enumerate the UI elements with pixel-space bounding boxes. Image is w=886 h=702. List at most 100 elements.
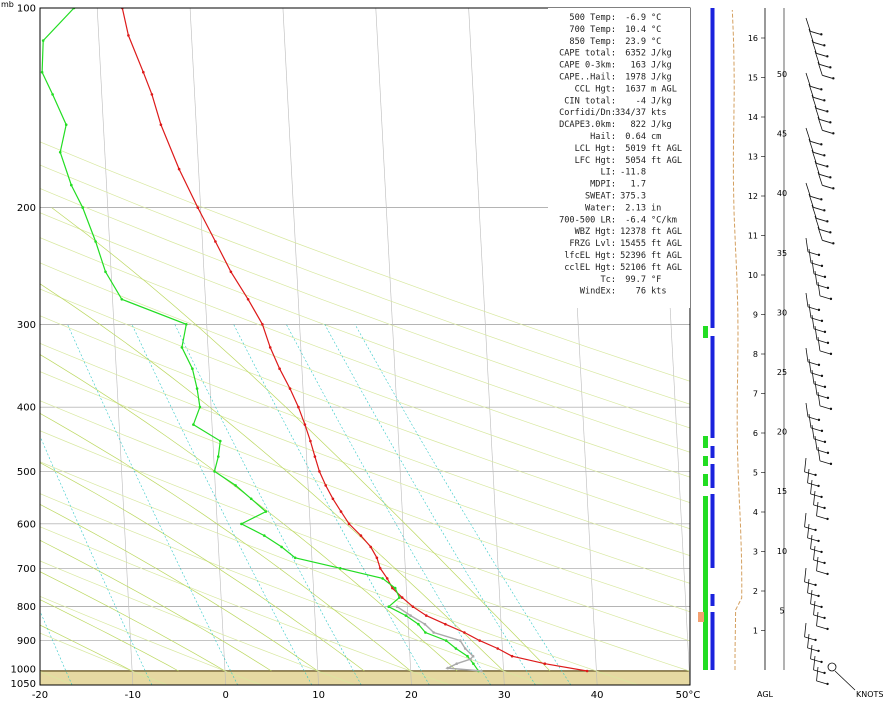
height-tick-label: 15 <box>748 74 758 83</box>
height-tick-label: 3 <box>753 548 758 557</box>
wind-barb-flag <box>816 107 827 112</box>
wind-barb-dot <box>832 132 835 135</box>
wind-barb-dot <box>823 561 826 565</box>
x-tick-label: 50°C <box>676 690 701 701</box>
wind-barb-dot <box>829 407 833 411</box>
wind-barb-dot <box>814 583 817 587</box>
wind-barb-dot <box>823 671 826 675</box>
wind-barb <box>814 435 818 450</box>
dewpoint-point <box>198 405 202 409</box>
wind-barb <box>810 479 813 494</box>
wind-barb <box>813 600 816 615</box>
moist-adiabat <box>40 462 365 672</box>
wind-barb-dot <box>820 495 823 499</box>
wind-barb-dot <box>817 308 821 312</box>
wind-barb-flag <box>816 217 827 222</box>
dry-adiabat <box>40 430 690 672</box>
temperature-point <box>347 522 351 526</box>
parameter-value: 1637 <box>625 84 646 94</box>
wind-tick-label: 10 <box>777 547 787 556</box>
wind-tick-label: 30 <box>777 308 787 317</box>
temperature-point <box>303 423 307 426</box>
moist-adiabat <box>40 412 411 672</box>
y-tick-label: 100 <box>17 4 36 15</box>
wind-barb <box>816 666 819 681</box>
parameter-unit: J/kg <box>651 61 672 71</box>
plot-frame <box>39 7 691 686</box>
wind-barb <box>814 270 818 285</box>
height-tick-label: 11 <box>748 232 758 241</box>
series-layer <box>40 8 589 673</box>
parameter-value: -6.9 <box>625 13 646 23</box>
wind-barb-dot <box>817 539 820 543</box>
wetbulb-point <box>409 614 412 617</box>
wind-barb-dot <box>826 682 829 686</box>
dewpoint-point <box>249 497 253 501</box>
dewpoint-point <box>466 654 469 658</box>
wind-barb-dot <box>826 627 829 631</box>
wind-tick-label: 25 <box>777 368 787 377</box>
parameter-unit: ft AGL <box>651 144 682 154</box>
wind-barb <box>804 512 807 527</box>
wind-barb-dot <box>820 319 824 323</box>
dewpoint-point <box>387 605 391 608</box>
wind-barb-dot <box>820 198 823 201</box>
wind-barb-flag <box>819 173 830 178</box>
dry-adiabat <box>40 560 356 685</box>
wetbulb-point <box>469 657 472 661</box>
wind-barb-dot <box>826 396 830 400</box>
parameter-unit: °C/km <box>651 215 677 225</box>
y-tick-label: 800 <box>17 602 36 613</box>
wind-barb-flag <box>819 63 830 68</box>
wind-barb-dot <box>823 506 826 510</box>
parameter-unit: °C <box>651 13 661 23</box>
dewpoint-point <box>472 662 475 665</box>
x-tick-label: -20 <box>32 690 48 701</box>
parameter-unit: °C <box>651 25 661 35</box>
parameter-name: Water: <box>585 203 616 213</box>
wind-barb-flag <box>819 295 831 300</box>
wind-barb <box>805 127 811 142</box>
moist-adiabat <box>51 207 551 672</box>
wind-tick-label: 45 <box>777 130 787 139</box>
parameters-panel: 500 Temp: -6.9 °C 700 Temp: 10.4 °C 850 Temp: 2… <box>548 8 690 308</box>
wind-barb-dot <box>826 286 830 290</box>
wind-barb <box>813 545 816 560</box>
temperature-point <box>411 605 415 608</box>
wind-barb-dot <box>826 110 829 113</box>
x-tick-label: 30 <box>498 690 511 701</box>
temperature-point <box>496 647 500 650</box>
height-tick-label: 13 <box>748 153 758 162</box>
wind-barb-flag <box>822 129 833 134</box>
moist-adiabat <box>40 571 226 672</box>
dewpoint-point <box>454 647 458 650</box>
wind-barb <box>816 501 819 516</box>
dewpoint-point <box>213 470 216 473</box>
parameter-value: 23.9 <box>625 37 646 47</box>
wind-barb <box>814 160 820 175</box>
parameter-value: 15455 <box>620 239 646 249</box>
wind-barb-dot <box>820 33 823 36</box>
dewpoint-point <box>444 639 448 642</box>
wind-barb-flag <box>819 405 831 410</box>
dewpoint-point <box>217 455 220 458</box>
dry-adiabat <box>40 526 450 685</box>
dewpoint-point <box>104 270 107 274</box>
wind-barb-flag <box>822 184 833 189</box>
temperature-point <box>214 240 217 243</box>
parameter-value: -6.4 <box>625 215 646 225</box>
height-tick-label: 7 <box>753 390 758 399</box>
wind-barb-dot <box>823 616 826 620</box>
parameter-unit: J/kg <box>651 49 672 59</box>
parameter-unit: ft AGL <box>651 227 682 237</box>
dewpoint-point <box>64 123 68 126</box>
temperature-point <box>313 455 317 458</box>
dewpoint-point <box>70 183 73 187</box>
wetbulb-point <box>471 654 475 658</box>
mixing-ratio-line <box>174 324 362 685</box>
wind-barb-flag <box>816 570 827 575</box>
bar-segment-white <box>710 568 715 594</box>
wind-barb-flag <box>822 239 833 244</box>
temperature-point <box>585 669 589 673</box>
wind-barb-dot <box>832 187 835 190</box>
